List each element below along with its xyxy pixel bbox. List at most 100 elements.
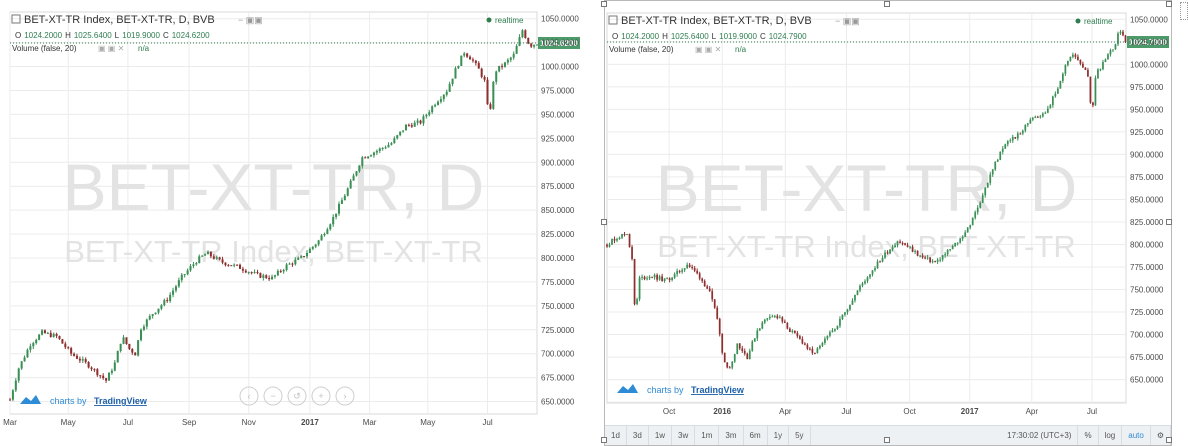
candle-body	[463, 53, 466, 56]
collapse-icon[interactable]	[608, 15, 618, 25]
candle-body	[192, 264, 195, 267]
candle-body	[349, 180, 352, 189]
zoom-out-icon[interactable]	[263, 386, 283, 406]
candle-body	[999, 151, 1002, 160]
tradingview-cloud-icon	[20, 395, 41, 404]
legend-menu-icon[interactable]: − ▣▣	[835, 16, 860, 26]
candle-body	[413, 122, 416, 127]
interval-1d-button[interactable]: 1d	[605, 426, 627, 445]
candle-body	[157, 308, 160, 313]
ohlc-h: 1025.6400	[74, 31, 112, 40]
candle-body	[201, 255, 204, 257]
y-tick-label: 675.0000	[541, 374, 575, 383]
interval-3d-button[interactable]: 3d	[627, 426, 649, 445]
candle-body	[706, 286, 709, 289]
candle-body	[1021, 130, 1024, 134]
candle-body	[921, 255, 924, 258]
resize-handle-middle-right[interactable]	[1166, 219, 1172, 225]
candle-body	[352, 175, 355, 181]
auto-scale-button[interactable]: auto	[1122, 426, 1151, 445]
legend-menu-icon[interactable]: − ▣▣	[238, 15, 263, 25]
candle-body	[778, 317, 781, 319]
interval-1w-button[interactable]: 1w	[649, 426, 673, 445]
resize-handle-bottom-center[interactable]	[884, 437, 890, 443]
candle-body	[372, 152, 375, 156]
candle-body	[1074, 54, 1077, 57]
left-chart-svg[interactable]: BET-XT-TR, D BET-XT-TR Index, BET-XT-TR 10…	[0, 0, 592, 446]
log-scale-button[interactable]: log	[1099, 426, 1123, 445]
interval-3w-button[interactable]: 3w	[672, 426, 696, 445]
candle-body	[55, 333, 58, 336]
volume-settings-icons[interactable]: ▣ ▣ ✕	[98, 44, 124, 53]
candle-body	[387, 144, 390, 148]
resize-handle-top-center[interactable]	[884, 1, 890, 7]
candle-body	[535, 44, 539, 46]
candle-body	[337, 203, 341, 214]
tradingview-link[interactable]: TradingView	[691, 385, 745, 395]
volume-settings-icons[interactable]: ▣ ▣ ✕	[695, 45, 721, 54]
candle-body	[75, 355, 78, 359]
scroll-right-icon[interactable]	[335, 386, 355, 406]
interval-6m-button[interactable]: 6m	[744, 426, 768, 445]
resize-handle-top-right[interactable]	[1166, 1, 1172, 7]
branding-prefix: charts by	[647, 385, 684, 395]
side-widget-icon[interactable]	[1180, 2, 1188, 20]
candle-body	[721, 334, 724, 353]
candle-body	[221, 259, 224, 263]
resize-handle-bottom-left[interactable]	[601, 437, 607, 443]
right-chart-panel[interactable]: BET-XT-TR, D BET-XT-TR Index, BET-XT-TR 10…	[604, 0, 1172, 446]
interval-3m-button[interactable]: 3m	[719, 426, 744, 445]
candle-body	[93, 369, 96, 371]
plot-area[interactable]	[606, 12, 1127, 404]
interval-1y-button[interactable]: 1y	[768, 426, 790, 445]
candle-body	[116, 350, 119, 363]
percent-scale-button[interactable]: %	[1078, 426, 1099, 445]
candle-body	[1049, 105, 1052, 109]
candle-body	[78, 358, 81, 361]
candle-body	[611, 238, 613, 245]
y-tick-label: 850.0000	[1130, 195, 1164, 204]
interval-5y-button[interactable]: 5y	[789, 426, 811, 445]
reset-zoom-icon[interactable]	[287, 386, 307, 406]
collapse-icon[interactable]	[11, 14, 21, 24]
plot-area[interactable]	[9, 11, 538, 415]
x-tick-label: Oct	[663, 407, 676, 416]
candle-body	[746, 353, 749, 360]
candles-group	[8, 29, 539, 402]
candle-body	[836, 325, 839, 330]
last-price-label-bg	[1127, 36, 1169, 49]
candle-body	[1036, 116, 1039, 118]
candle-body	[668, 278, 671, 280]
candle-body	[1097, 69, 1099, 78]
interval-1m-button[interactable]: 1m	[695, 426, 720, 445]
zoom-in-icon-glyph: +	[318, 391, 323, 401]
candle-body	[238, 264, 242, 269]
tradingview-link[interactable]: TradingView	[94, 396, 148, 406]
settings-gear-icon[interactable]: ⚙	[1151, 426, 1171, 445]
ohlc-h-label: H	[662, 32, 668, 41]
candle-body	[506, 59, 509, 63]
candle-body	[533, 44, 536, 47]
y-tick-label: 1025.0000	[541, 39, 579, 48]
candle-body	[145, 319, 148, 327]
ohlc-c-label: C	[163, 31, 169, 40]
right-chart-svg[interactable]: BET-XT-TR, D BET-XT-TR Index, BET-XT-TR 10…	[605, 1, 1171, 425]
y-tick-label: 700.0000	[1130, 331, 1164, 340]
candle-body	[876, 261, 879, 269]
resize-handle-middle-left[interactable]	[601, 219, 607, 225]
y-tick-label: 775.0000	[1130, 263, 1164, 272]
resize-handle-bottom-right[interactable]	[1166, 437, 1172, 443]
zoom-in-icon[interactable]	[311, 386, 331, 406]
scroll-left-icon[interactable]	[239, 386, 259, 406]
candle-body	[809, 348, 811, 350]
x-tick-label: May	[420, 418, 435, 427]
candle-body	[262, 275, 265, 278]
candle-body	[492, 81, 495, 109]
candle-body	[370, 155, 373, 157]
candle-body	[163, 300, 166, 306]
series-title: BET-XT-TR Index, BET-XT-TR, D, BVB	[24, 14, 215, 26]
candle-body	[618, 237, 621, 239]
left-chart-panel[interactable]: BET-XT-TR, D BET-XT-TR Index, BET-XT-TR 10…	[0, 0, 592, 446]
candle-body	[641, 276, 643, 278]
resize-handle-top-left[interactable]	[601, 1, 607, 7]
